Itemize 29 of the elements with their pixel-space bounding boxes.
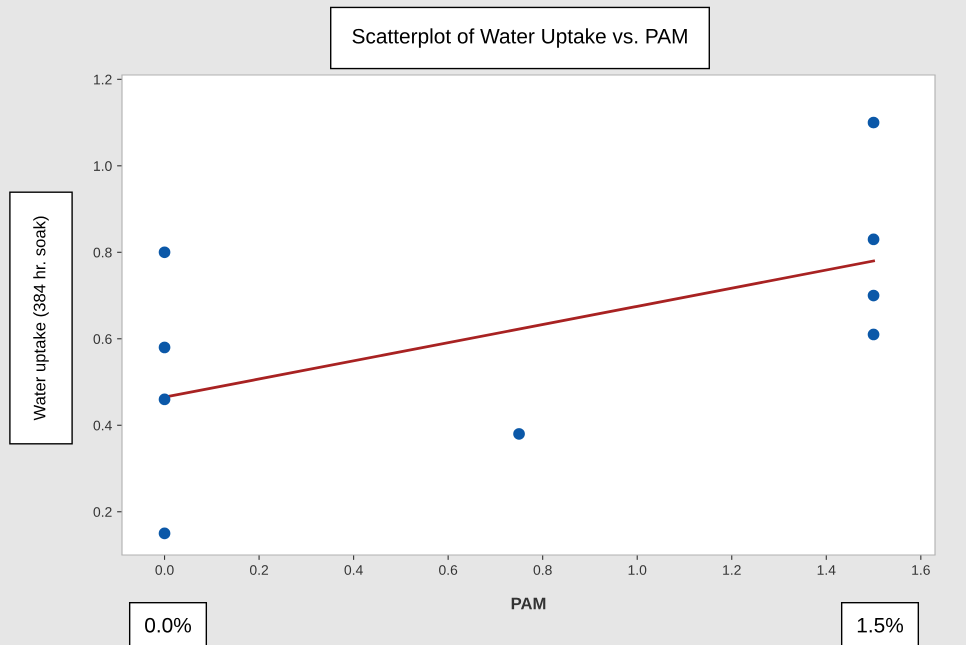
- point: [158, 342, 170, 354]
- point: [868, 233, 880, 246]
- chart-title: Scatterplot of Water Uptake vs. PAM: [352, 28, 687, 48]
- x-tick-label: 0.6: [439, 565, 458, 575]
- point: [158, 393, 170, 406]
- y-tick-label: 0.4: [94, 420, 112, 430]
- point: [513, 428, 525, 440]
- text: 1.5%: [858, 618, 904, 633]
- y-tick-label: 1.0: [94, 161, 112, 171]
- point: [868, 290, 880, 302]
- y-tick-label: 0.6: [94, 334, 112, 344]
- point: [868, 116, 880, 128]
- x-tick-label: 0.2: [250, 565, 268, 575]
- x-tick-label: 0.8: [534, 565, 552, 575]
- point: [158, 528, 170, 540]
- x-tick-label: 0.4: [344, 565, 363, 575]
- point: [158, 246, 170, 258]
- y-tick-label: 0.2: [94, 507, 112, 517]
- x-tick-label: 1.4: [818, 565, 836, 575]
- x-axis-title: PAM: [512, 598, 546, 610]
- x-tick-label: 0.0: [155, 565, 174, 575]
- x-tick-label: 1.2: [723, 565, 741, 575]
- x-tick-label: 1.0: [628, 565, 646, 575]
- y-axis-title: Water uptake (384 hr. soak): [33, 216, 49, 420]
- point: [868, 328, 880, 340]
- y-tick-label: 0.8: [94, 248, 112, 258]
- text: 0.0%: [145, 618, 192, 633]
- y-tick-label: 1.2: [94, 74, 112, 84]
- x-tick-label: 1.6: [912, 565, 930, 575]
